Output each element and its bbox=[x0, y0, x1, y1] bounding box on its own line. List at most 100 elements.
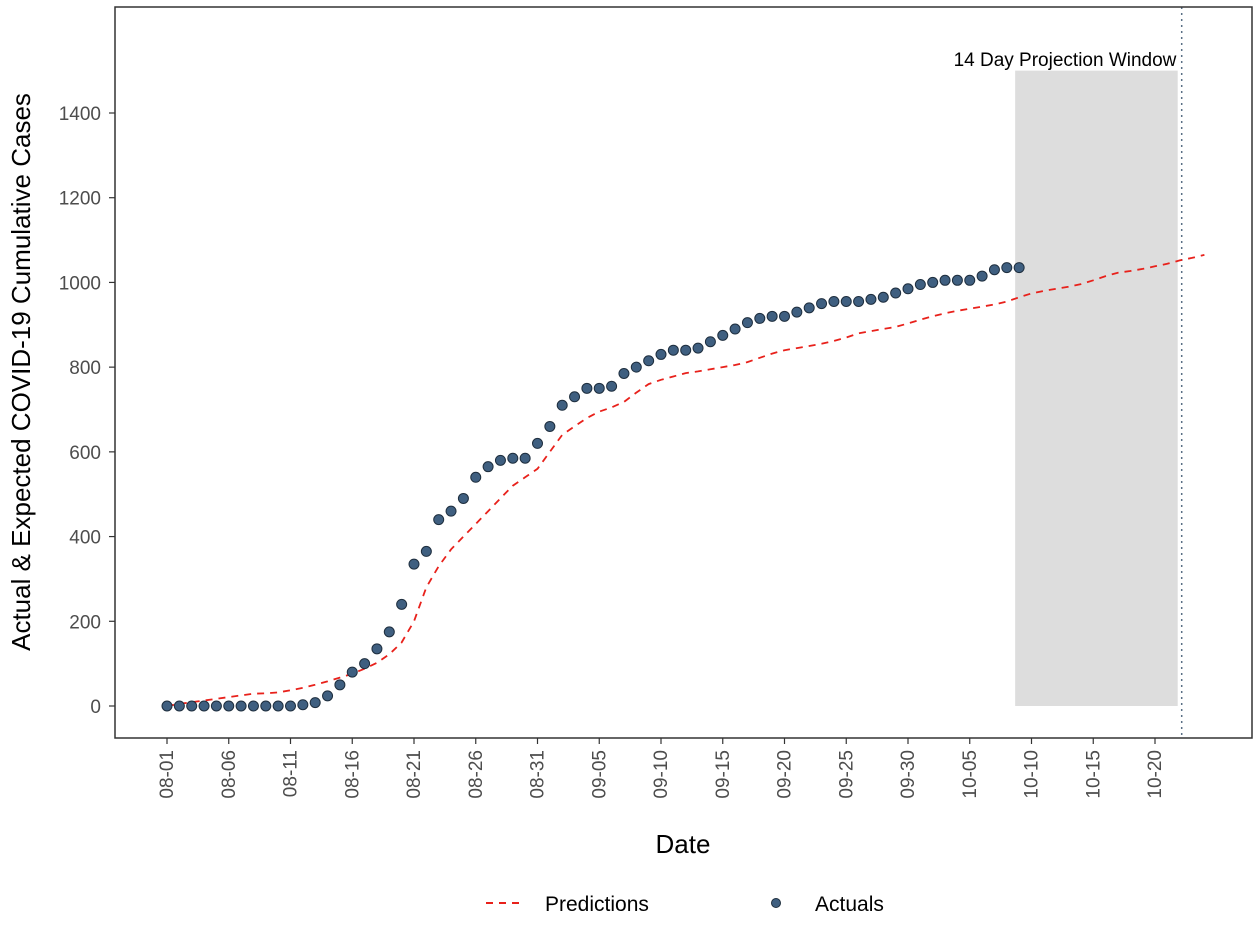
data-point-actuals bbox=[569, 391, 581, 403]
data-point-actuals bbox=[618, 367, 630, 379]
data-point-actuals bbox=[334, 679, 346, 691]
data-point-actuals bbox=[766, 310, 778, 322]
data-point-actuals bbox=[519, 452, 531, 464]
y-tick-label: 1400 bbox=[59, 104, 101, 125]
data-point-actuals bbox=[1001, 262, 1013, 274]
data-point-actuals bbox=[939, 274, 951, 286]
data-point-actuals bbox=[667, 344, 679, 356]
x-tick-label: 08-26 bbox=[466, 750, 487, 799]
data-point-actuals bbox=[544, 420, 556, 432]
data-point-actuals bbox=[754, 312, 766, 324]
data-point-actuals bbox=[272, 700, 284, 712]
data-point-actuals bbox=[359, 658, 371, 670]
data-point-actuals bbox=[976, 270, 988, 282]
data-point-actuals bbox=[507, 452, 519, 464]
series-line-predictions bbox=[166, 254, 1205, 707]
data-point-actuals bbox=[260, 700, 272, 712]
data-point-actuals bbox=[482, 461, 494, 473]
data-point-actuals bbox=[877, 291, 889, 303]
x-tick-label: 10-20 bbox=[1145, 750, 1166, 799]
x-tick-label: 08-01 bbox=[157, 750, 178, 799]
axes: 0 200 400 600 800 1000 1200 1400 08-01 08-06 08-11… bbox=[59, 104, 1166, 799]
data-point-actuals bbox=[680, 344, 692, 356]
data-point-actuals bbox=[433, 514, 445, 526]
data-point-actuals bbox=[309, 697, 321, 709]
data-point-actuals bbox=[470, 471, 482, 483]
data-point-actuals bbox=[223, 700, 235, 712]
data-point-actuals bbox=[779, 310, 790, 322]
x-tick-label: 08-06 bbox=[219, 750, 240, 799]
data-point-actuals bbox=[988, 264, 1000, 276]
x-axis-title: Date bbox=[656, 829, 711, 859]
y-tick-label: 1200 bbox=[59, 189, 101, 210]
data-point-actuals bbox=[914, 279, 926, 291]
data-point-actuals bbox=[1013, 262, 1025, 274]
data-point-actuals bbox=[532, 437, 543, 449]
data-point-actuals bbox=[643, 355, 655, 367]
legend-actuals-key bbox=[771, 898, 781, 908]
data-point-actuals bbox=[964, 274, 976, 286]
data-point-actuals bbox=[198, 700, 210, 712]
data-point-actuals bbox=[457, 492, 469, 504]
data-point-actuals bbox=[210, 700, 222, 712]
data-point-actuals bbox=[556, 399, 568, 411]
data-point-actuals bbox=[396, 598, 408, 610]
data-point-actuals bbox=[791, 306, 803, 318]
data-point-actuals bbox=[729, 323, 741, 335]
data-point-actuals bbox=[383, 626, 395, 638]
data-point-actuals bbox=[692, 342, 704, 354]
data-point-actuals bbox=[741, 317, 753, 329]
data-point-actuals bbox=[890, 287, 902, 299]
data-point-actuals bbox=[606, 380, 618, 392]
y-tick-label: 400 bbox=[69, 528, 101, 549]
data-point-actuals bbox=[655, 348, 667, 360]
data-point-actuals bbox=[704, 336, 716, 348]
y-tick-label: 200 bbox=[69, 612, 101, 633]
x-tick-label: 08-31 bbox=[528, 750, 549, 799]
y-tick-label: 600 bbox=[69, 443, 101, 464]
data-point-actuals bbox=[951, 274, 963, 286]
data-point-actuals bbox=[322, 690, 334, 702]
legend-actuals-label: Actuals bbox=[815, 893, 884, 916]
y-axis-title: Actual & Expected COVID-19 Cumulative Ca… bbox=[6, 93, 36, 651]
projection-window-shade bbox=[1015, 70, 1178, 706]
data-point-actuals bbox=[346, 666, 358, 678]
data-point-actuals bbox=[581, 382, 593, 394]
data-point-actuals bbox=[494, 454, 506, 466]
legend: Predictions Actuals bbox=[486, 893, 884, 916]
y-tick-label: 1000 bbox=[59, 273, 101, 294]
x-tick-label: 08-16 bbox=[342, 750, 363, 799]
data-point-actuals bbox=[235, 700, 247, 712]
projection-window bbox=[1015, 7, 1183, 738]
x-tick-label: 10-10 bbox=[1022, 750, 1043, 799]
data-point-actuals bbox=[285, 700, 296, 712]
data-point-actuals bbox=[717, 329, 729, 341]
data-point-actuals bbox=[173, 700, 185, 712]
data-point-actuals bbox=[593, 382, 605, 394]
data-point-actuals bbox=[630, 361, 642, 373]
x-tick-label: 10-05 bbox=[960, 750, 981, 799]
data-point-actuals bbox=[186, 700, 198, 712]
data-point-actuals bbox=[816, 298, 828, 310]
data-point-actuals bbox=[927, 276, 939, 288]
x-tick-label: 09-30 bbox=[898, 750, 919, 799]
data-point-actuals bbox=[420, 545, 432, 557]
data-point-actuals bbox=[297, 699, 309, 711]
data-point-actuals bbox=[161, 700, 173, 712]
panel-border bbox=[114, 6, 1253, 739]
data-point-actuals bbox=[803, 302, 815, 314]
data-point-actuals bbox=[408, 558, 420, 570]
x-tick-label: 09-20 bbox=[775, 750, 796, 799]
y-tick-label: 800 bbox=[69, 358, 101, 379]
y-tick-label: 0 bbox=[90, 697, 101, 718]
legend-predictions-label: Predictions bbox=[545, 893, 649, 916]
projection-window-label: 14 Day Projection Window bbox=[954, 50, 1177, 71]
x-tick-label: 09-15 bbox=[713, 750, 734, 799]
data-point-actuals bbox=[902, 283, 914, 295]
data-point-actuals bbox=[853, 295, 865, 307]
x-tick-label: 08-11 bbox=[281, 750, 302, 797]
x-tick-label: 09-25 bbox=[836, 750, 857, 799]
x-tick-label: 10-15 bbox=[1083, 750, 1104, 799]
data-point-actuals bbox=[828, 295, 840, 307]
